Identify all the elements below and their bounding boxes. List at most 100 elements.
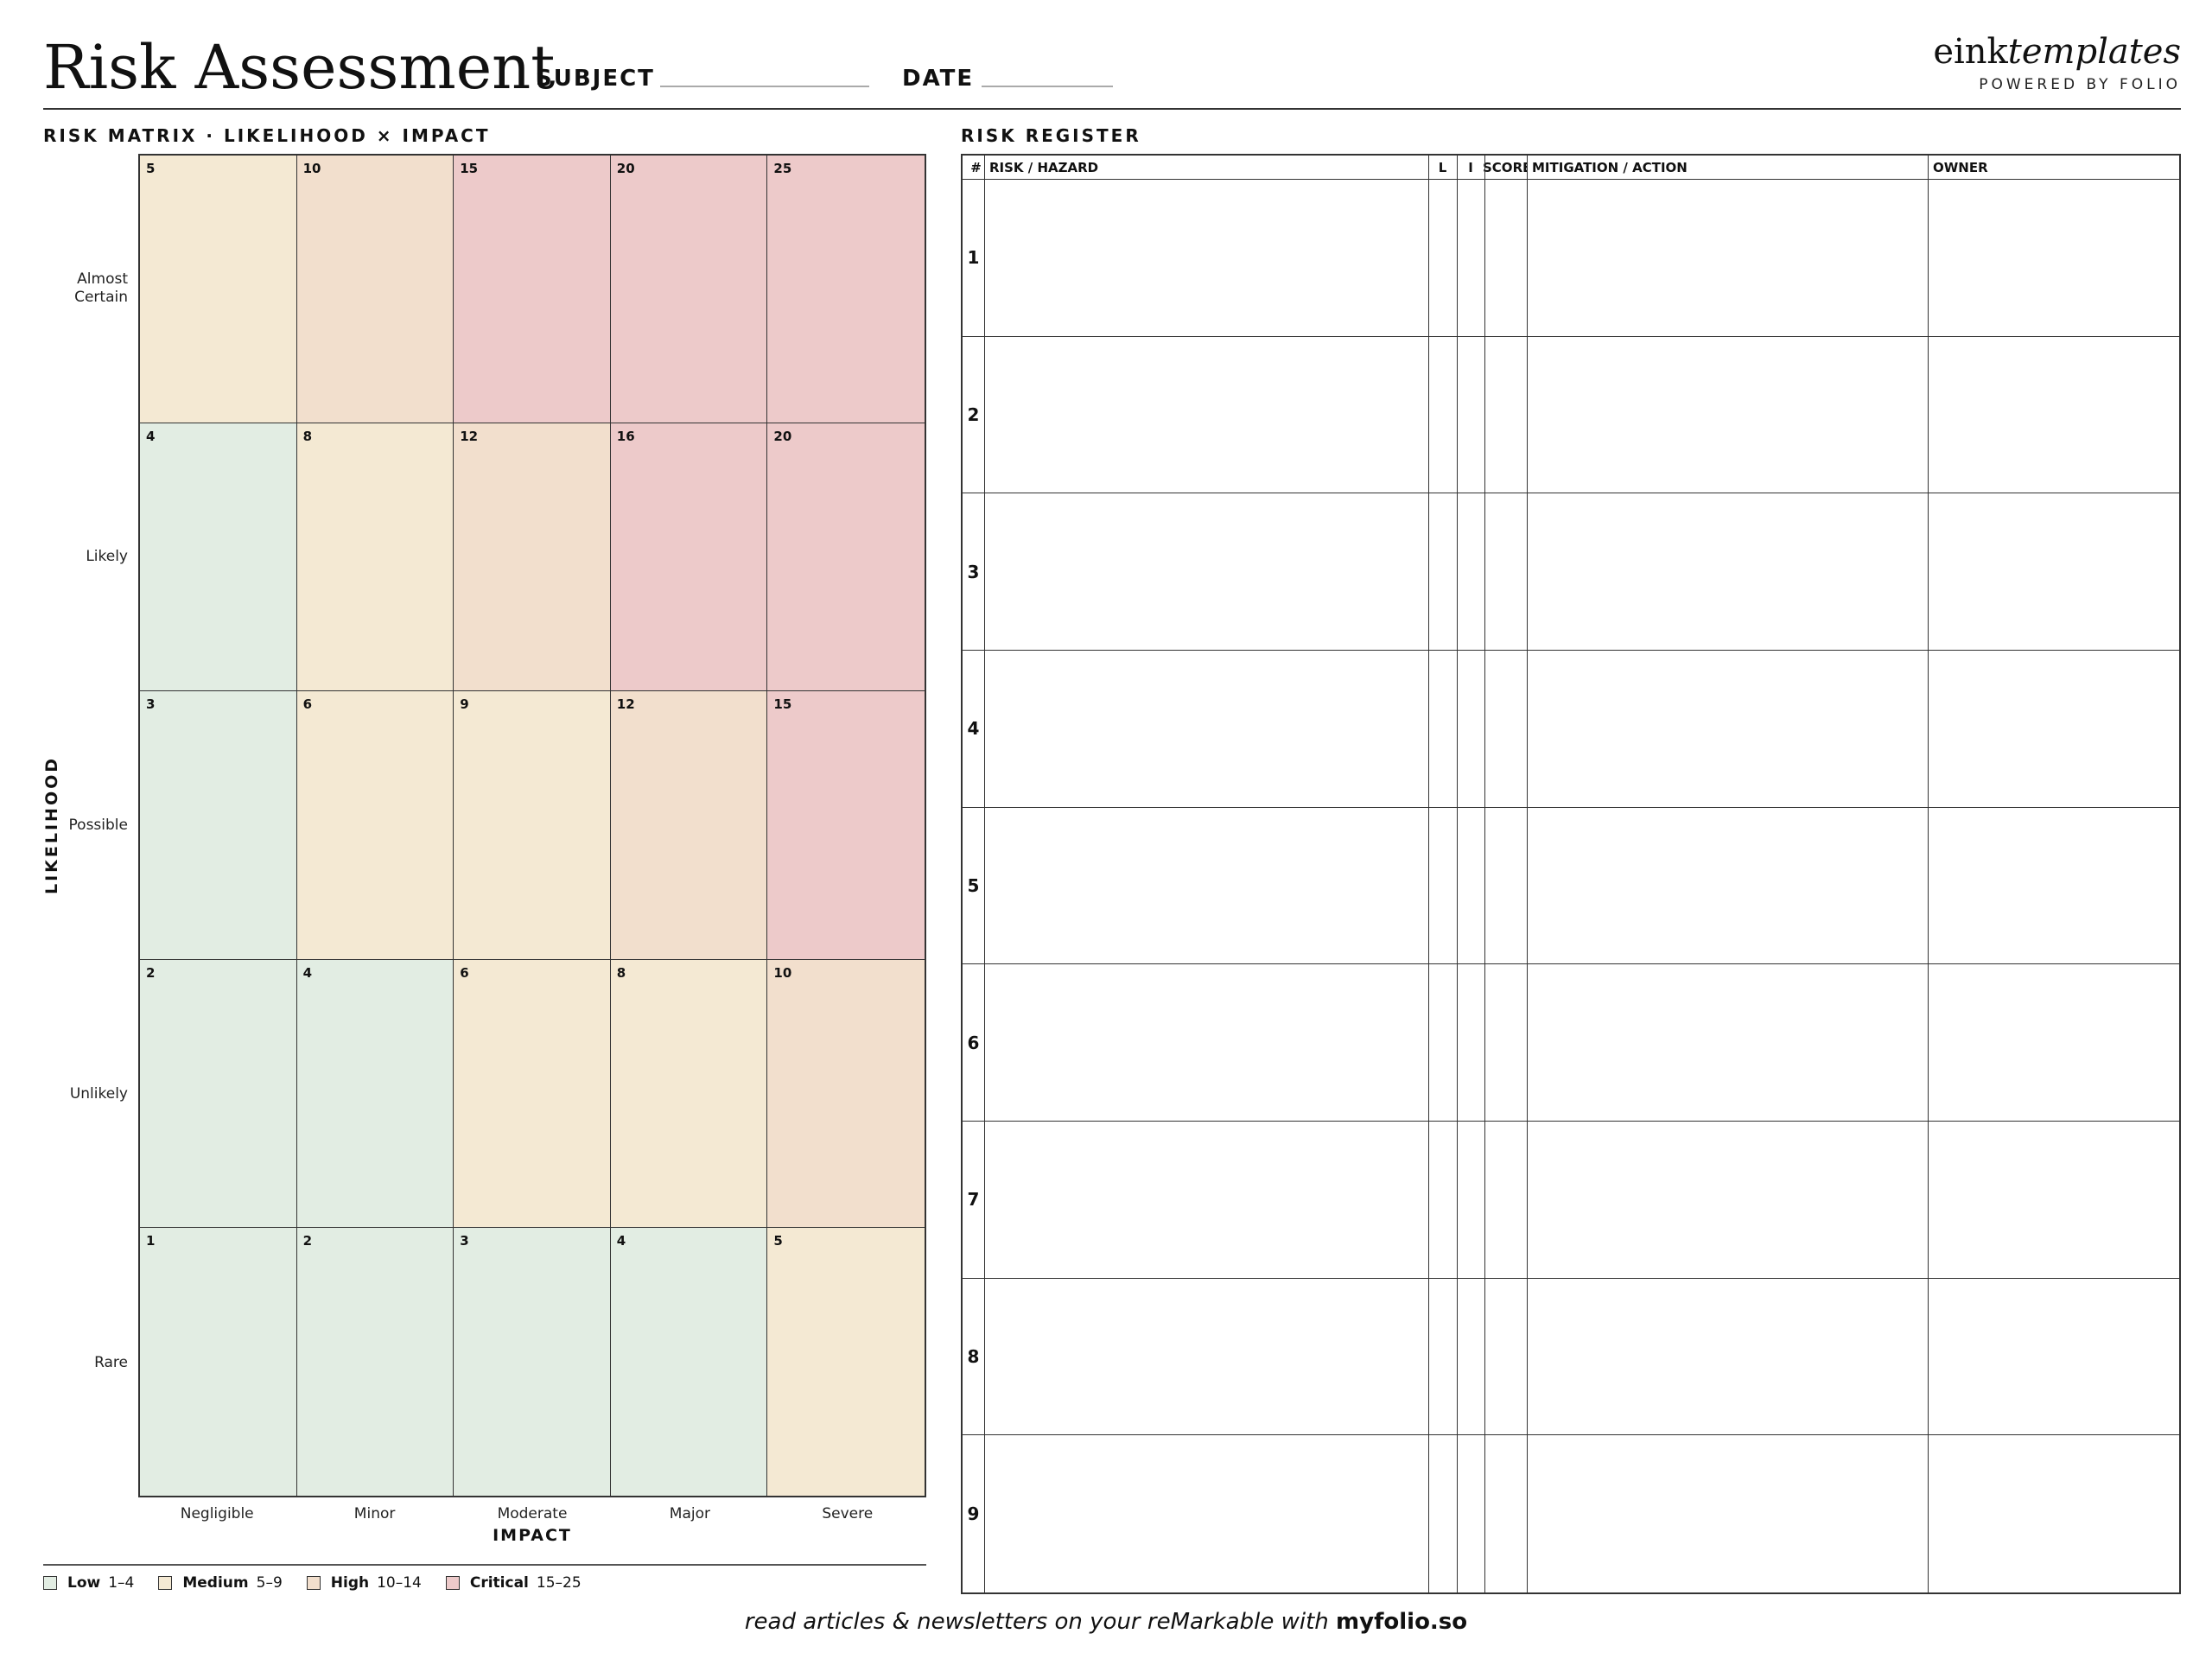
register-column-divider	[1457, 156, 1458, 1592]
register-row-number: 8	[967, 1345, 980, 1367]
date-label: DATE	[902, 66, 975, 92]
matrix-cell-score: 6	[302, 696, 313, 713]
matrix-cell-score: 8	[302, 429, 313, 445]
register-column-header: SCORE	[1483, 160, 1527, 175]
matrix-cell-score: 16	[616, 429, 635, 445]
register-row-number: 1	[967, 247, 980, 269]
brand-italic: templates	[2007, 32, 2181, 72]
matrix-cell-score: 4	[616, 1232, 626, 1249]
impact-label: Severe	[822, 1505, 874, 1522]
matrix-cell-score: 8	[616, 964, 626, 981]
matrix-cell: 10	[296, 156, 454, 424]
matrix-cell-score: 4	[302, 964, 313, 981]
legend-name: Medium	[182, 1574, 249, 1592]
matrix-cell: 2	[296, 1227, 454, 1496]
matrix-cell: 4	[610, 1227, 768, 1496]
likelihood-label: Likely	[86, 548, 128, 565]
register-column-divider	[1484, 156, 1485, 1592]
matrix-cell: 20	[610, 156, 768, 424]
impact-label: Major	[669, 1505, 710, 1522]
likelihood-label: Rare	[94, 1354, 128, 1371]
matrix-cell: 16	[610, 423, 768, 692]
legend-name: Low	[67, 1574, 101, 1592]
legend-swatch	[158, 1576, 173, 1590]
register-row[interactable]: 3	[963, 493, 2179, 651]
register-row[interactable]: 4	[963, 651, 2179, 808]
legend-item: Low 1–4	[43, 1574, 134, 1592]
risk-register-table: # RISK / HAZARD L I SCORE MITIGATION / ACTION…	[961, 154, 2181, 1594]
matrix-cell: 4	[140, 423, 297, 692]
register-column-header: RISK / HAZARD	[989, 160, 1099, 175]
brand-main: eink	[1933, 32, 2008, 72]
matrix-cell: 6	[454, 959, 611, 1228]
matrix-cell-score: 9	[460, 696, 469, 713]
register-column-header: L	[1438, 160, 1447, 175]
register-column-divider	[1527, 156, 1528, 1592]
footer-promo: read articles & newsletters on your reMa…	[0, 1607, 2212, 1637]
register-row-number: 2	[967, 404, 980, 425]
legend-range: 10–14	[377, 1574, 422, 1592]
matrix-cell: 4	[296, 959, 454, 1228]
register-row-number: 6	[967, 1032, 980, 1053]
register-column-divider	[984, 156, 985, 1592]
legend-item: High 10–14	[306, 1574, 422, 1592]
impact-label: Negligible	[180, 1505, 254, 1522]
matrix-cell-score: 2	[302, 1232, 313, 1249]
matrix-cell: 1	[140, 1227, 297, 1496]
matrix-cell-score: 10	[773, 964, 792, 981]
register-row[interactable]: 6	[963, 964, 2179, 1122]
legend-name: High	[330, 1574, 370, 1592]
date-field[interactable]	[982, 86, 1113, 87]
matrix-cell-score: 3	[146, 696, 156, 713]
legend-range: 1–4	[108, 1574, 135, 1592]
legend-item: Critical 15–25	[445, 1574, 582, 1592]
legend-item: Medium 5–9	[158, 1574, 283, 1592]
brand-logo: einktemplates	[1933, 29, 2181, 74]
likelihood-label: Almost Certain	[74, 270, 128, 306]
footer-text: read articles & newsletters on your reMa…	[744, 1609, 1337, 1635]
legend-name: Critical	[469, 1574, 529, 1592]
impact-axis-label: IMPACT	[493, 1526, 572, 1545]
matrix-cell-score: 3	[460, 1232, 469, 1249]
matrix-cell-score: 20	[616, 161, 635, 176]
register-column-divider	[1928, 156, 1929, 1592]
register-row[interactable]: 5	[963, 808, 2179, 965]
register-column-header: OWNER	[1933, 160, 1988, 175]
matrix-cell-score: 5	[146, 161, 156, 176]
matrix-cell-score: 6	[460, 964, 469, 981]
risk-register-heading: RISK REGISTER	[961, 125, 1141, 146]
register-row-number: 5	[967, 874, 980, 896]
matrix-cell-score: 12	[616, 696, 635, 713]
matrix-cell: 15	[767, 691, 925, 960]
register-row[interactable]: 9	[963, 1435, 2179, 1592]
subject-label: SUBJECT	[536, 66, 655, 92]
impact-label: Moderate	[497, 1505, 568, 1522]
legend-range: 15–25	[536, 1574, 582, 1592]
risk-matrix-heading: RISK MATRIX · LIKELIHOOD × IMPACT	[43, 125, 491, 146]
matrix-cell: 2	[140, 959, 297, 1228]
matrix-cell: 10	[767, 959, 925, 1228]
footer-link[interactable]: myfolio.so	[1336, 1609, 1468, 1635]
matrix-cell: 20	[767, 423, 925, 692]
matrix-cell: 15	[454, 156, 611, 424]
risk-matrix-grid: 5 10 15 20 25 4 8 12 16 20 3 6 9 12 15 2 4 6 8 10 1 2 3 4 5	[138, 154, 926, 1497]
register-row[interactable]: 1	[963, 180, 2179, 337]
register-row-number: 3	[967, 561, 980, 582]
matrix-cell: 12	[454, 423, 611, 692]
matrix-cell-score: 4	[146, 429, 156, 445]
register-row[interactable]: 7	[963, 1122, 2179, 1279]
register-column-header: I	[1468, 160, 1473, 175]
matrix-cell: 5	[140, 156, 297, 424]
matrix-cell: 25	[767, 156, 925, 424]
matrix-cell-score: 5	[773, 1232, 783, 1249]
matrix-cell: 12	[610, 691, 768, 960]
likelihood-label: Unlikely	[69, 1085, 128, 1103]
legend-divider	[43, 1564, 926, 1566]
matrix-cell-score: 20	[773, 429, 792, 445]
register-row[interactable]: 2	[963, 337, 2179, 494]
legend-swatch	[306, 1576, 321, 1590]
register-row[interactable]: 8	[963, 1279, 2179, 1436]
matrix-cell: 5	[767, 1227, 925, 1496]
legend-swatch	[445, 1576, 460, 1590]
subject-field[interactable]	[660, 86, 869, 87]
